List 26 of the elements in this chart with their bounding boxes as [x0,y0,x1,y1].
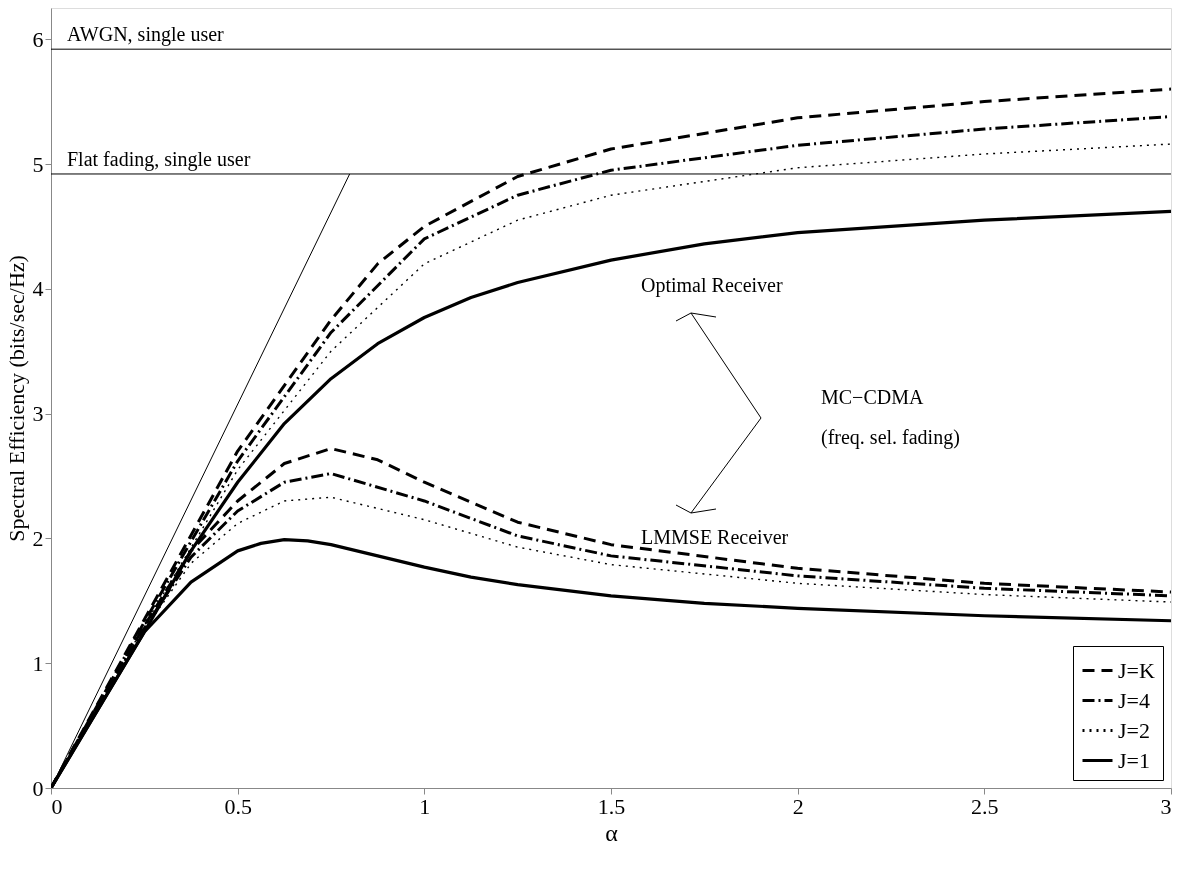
ref-line-label: AWGN, single user [67,23,225,47]
y-axis-title: Spectral Efficiency (bits/sec/Hz) [3,255,29,542]
annotation: Optimal Receiver [641,274,783,297]
x-tick-label: 2 [792,793,804,819]
ref-line-label: Flat fading, single user [67,147,251,171]
x-axis-title: α [605,819,619,846]
x-tick-label: 1 [419,793,431,819]
legend-label: J=4 [1118,687,1150,713]
y-tick-label: 3 [32,401,44,427]
y-tick-label: 6 [32,26,44,52]
legend-label: J=1 [1118,747,1150,773]
annotation: LMMSE Receiver [641,526,789,548]
legend-label: J=2 [1118,717,1150,743]
annotation: MC−CDMA [821,386,924,408]
x-tick-label: 1.5 [597,793,626,819]
y-tick-label: 0 [32,775,44,801]
y-tick-label: 5 [32,151,44,177]
y-tick-label: 1 [32,650,44,676]
x-tick-label: 2.5 [971,793,999,819]
y-tick-label: 4 [32,276,44,302]
x-tick-label: 0 [51,793,63,819]
x-tick-label: 0.5 [224,793,252,819]
y-tick-label: 2 [32,525,44,551]
annotation: (freq. sel. fading) [821,426,960,449]
x-tick-label: 3 [1160,793,1172,819]
legend-label: J=K [1118,657,1155,683]
